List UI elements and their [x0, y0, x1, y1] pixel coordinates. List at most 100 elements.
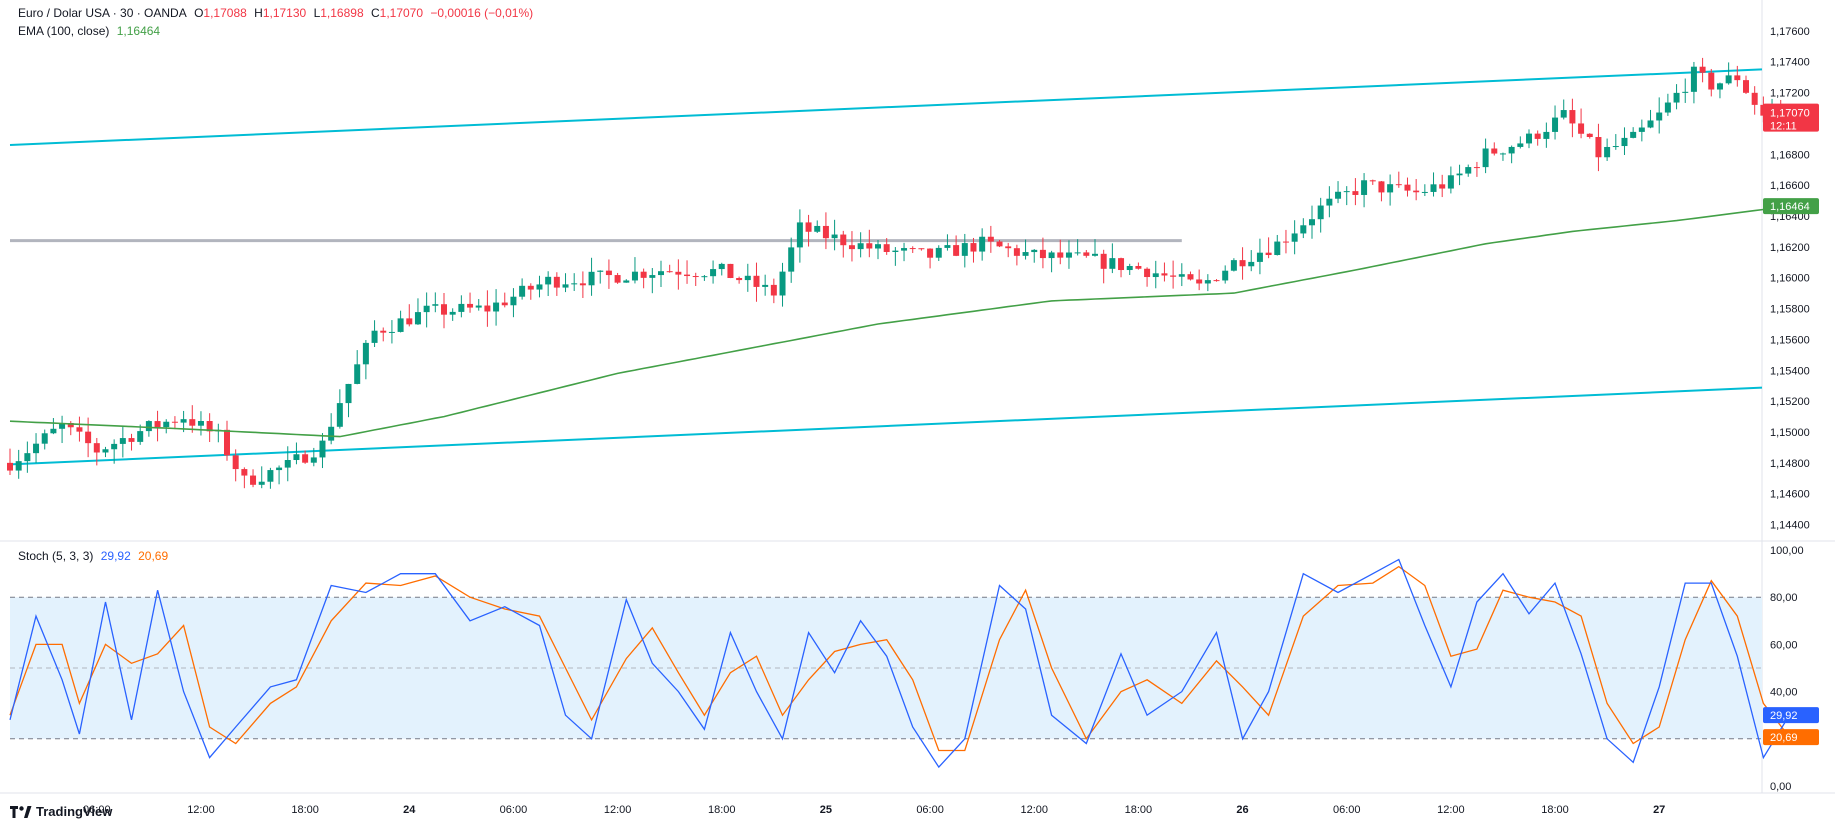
candle-down: [848, 245, 855, 250]
price-tick-label: 1,16200: [1770, 242, 1810, 254]
candle-up: [362, 342, 369, 365]
candle-up: [1508, 146, 1515, 154]
candle-down: [987, 236, 994, 242]
candle-up: [831, 234, 838, 239]
candle-up: [1638, 127, 1645, 132]
stoch-tick-label: 60,00: [1770, 639, 1798, 651]
price-tick-label: 1,17600: [1770, 26, 1810, 38]
candle-up: [388, 331, 395, 333]
candle-down: [1118, 258, 1125, 271]
candle-up: [163, 421, 170, 428]
tradingview-brand[interactable]: TradingView: [10, 804, 112, 819]
stoch-k-line: [9, 558, 1790, 769]
candle-up: [1682, 91, 1689, 93]
candle-up: [571, 283, 578, 285]
candle-down: [1352, 191, 1359, 195]
candle-down: [736, 278, 743, 281]
candle-up: [119, 438, 126, 444]
candle-up: [961, 243, 968, 256]
candle-down: [467, 303, 474, 308]
candle-down: [1100, 253, 1107, 269]
stoch-tick-label: 80,00: [1770, 592, 1798, 604]
time-tick-label: 26: [1236, 804, 1248, 816]
candle-up: [33, 443, 40, 454]
time-tick-label: 12:00: [187, 804, 215, 816]
candle-up: [1074, 252, 1081, 254]
candle-up: [1317, 205, 1324, 220]
candle-up: [536, 284, 543, 290]
candle-down: [996, 241, 1003, 247]
candle-down: [1213, 280, 1220, 282]
candle-up: [1716, 83, 1723, 90]
candle-up: [345, 383, 352, 404]
candle-up: [284, 460, 291, 468]
candle-up: [1222, 270, 1229, 281]
candle-up: [649, 275, 656, 278]
candle-up: [354, 364, 361, 384]
candle-down: [232, 455, 239, 470]
time-tick-label: 12:00: [1437, 804, 1465, 816]
time-tick-label: 12:00: [1020, 804, 1048, 816]
candle-down: [579, 283, 586, 286]
candle-up: [519, 285, 526, 297]
candle-up: [1517, 143, 1524, 147]
candle-up: [744, 275, 751, 281]
candle-up: [1456, 173, 1463, 176]
candle-down: [1595, 137, 1602, 158]
stoch-d-value: 20,69: [138, 549, 169, 563]
candle-up: [423, 305, 430, 313]
candle-up: [111, 443, 118, 450]
candle-up: [1178, 274, 1185, 277]
candle-up: [1204, 280, 1211, 284]
candle-up: [1604, 146, 1611, 158]
candle-down: [224, 429, 230, 456]
stoch-tick-label: 40,00: [1770, 687, 1798, 699]
ohlc-change: −0,00016 (−0,01%): [430, 6, 534, 20]
stoch-k-value: 29,92: [100, 549, 131, 563]
candle-down: [927, 248, 934, 258]
candle-up: [1725, 75, 1732, 84]
candle-down: [1239, 260, 1246, 267]
stoch-k-price-label-text: 29,92: [1770, 710, 1798, 722]
stoch-band-layer: [10, 596, 1762, 740]
candle-up: [762, 284, 769, 287]
candle-up: [50, 428, 57, 434]
candle-up: [1248, 261, 1255, 267]
ohlc-low: L1,16898: [313, 6, 364, 20]
candle-up: [1560, 110, 1567, 118]
stoch-d-price-label-bg: [1763, 729, 1819, 746]
candle-down: [1413, 190, 1420, 193]
candle-up: [293, 454, 300, 461]
candle-down: [1743, 80, 1749, 93]
candle-down: [441, 304, 447, 315]
candle-up: [328, 426, 335, 441]
time-tick-label: 06:00: [500, 804, 528, 816]
candle-up: [1274, 241, 1281, 256]
candle-up: [1656, 112, 1663, 121]
stoch-k-price-label: 29,92: [1763, 707, 1819, 724]
price-tick-label: 1,15400: [1770, 365, 1810, 377]
stoch-tick-label: 100,00: [1770, 545, 1804, 557]
stoch-lines-layer: [9, 558, 1790, 769]
candle-up: [493, 302, 500, 312]
candle-up: [710, 269, 717, 277]
time-tick-label: 18:00: [1541, 804, 1569, 816]
channel-upper-line: [9, 68, 1763, 147]
candle-down: [1404, 184, 1411, 191]
candle-down: [805, 222, 812, 232]
candle-up: [1361, 180, 1368, 195]
time-tick-label: 24: [403, 804, 416, 816]
candle-up: [658, 271, 664, 276]
candle-up: [1482, 148, 1489, 168]
candle-up: [1152, 273, 1159, 278]
price-tick-label: 1,14600: [1770, 489, 1810, 501]
candle-up: [336, 403, 343, 427]
candle-down: [840, 234, 847, 246]
candle-up: [562, 284, 569, 288]
candle-down: [1144, 268, 1151, 278]
candle-down: [822, 225, 829, 239]
candle-down: [85, 431, 92, 444]
